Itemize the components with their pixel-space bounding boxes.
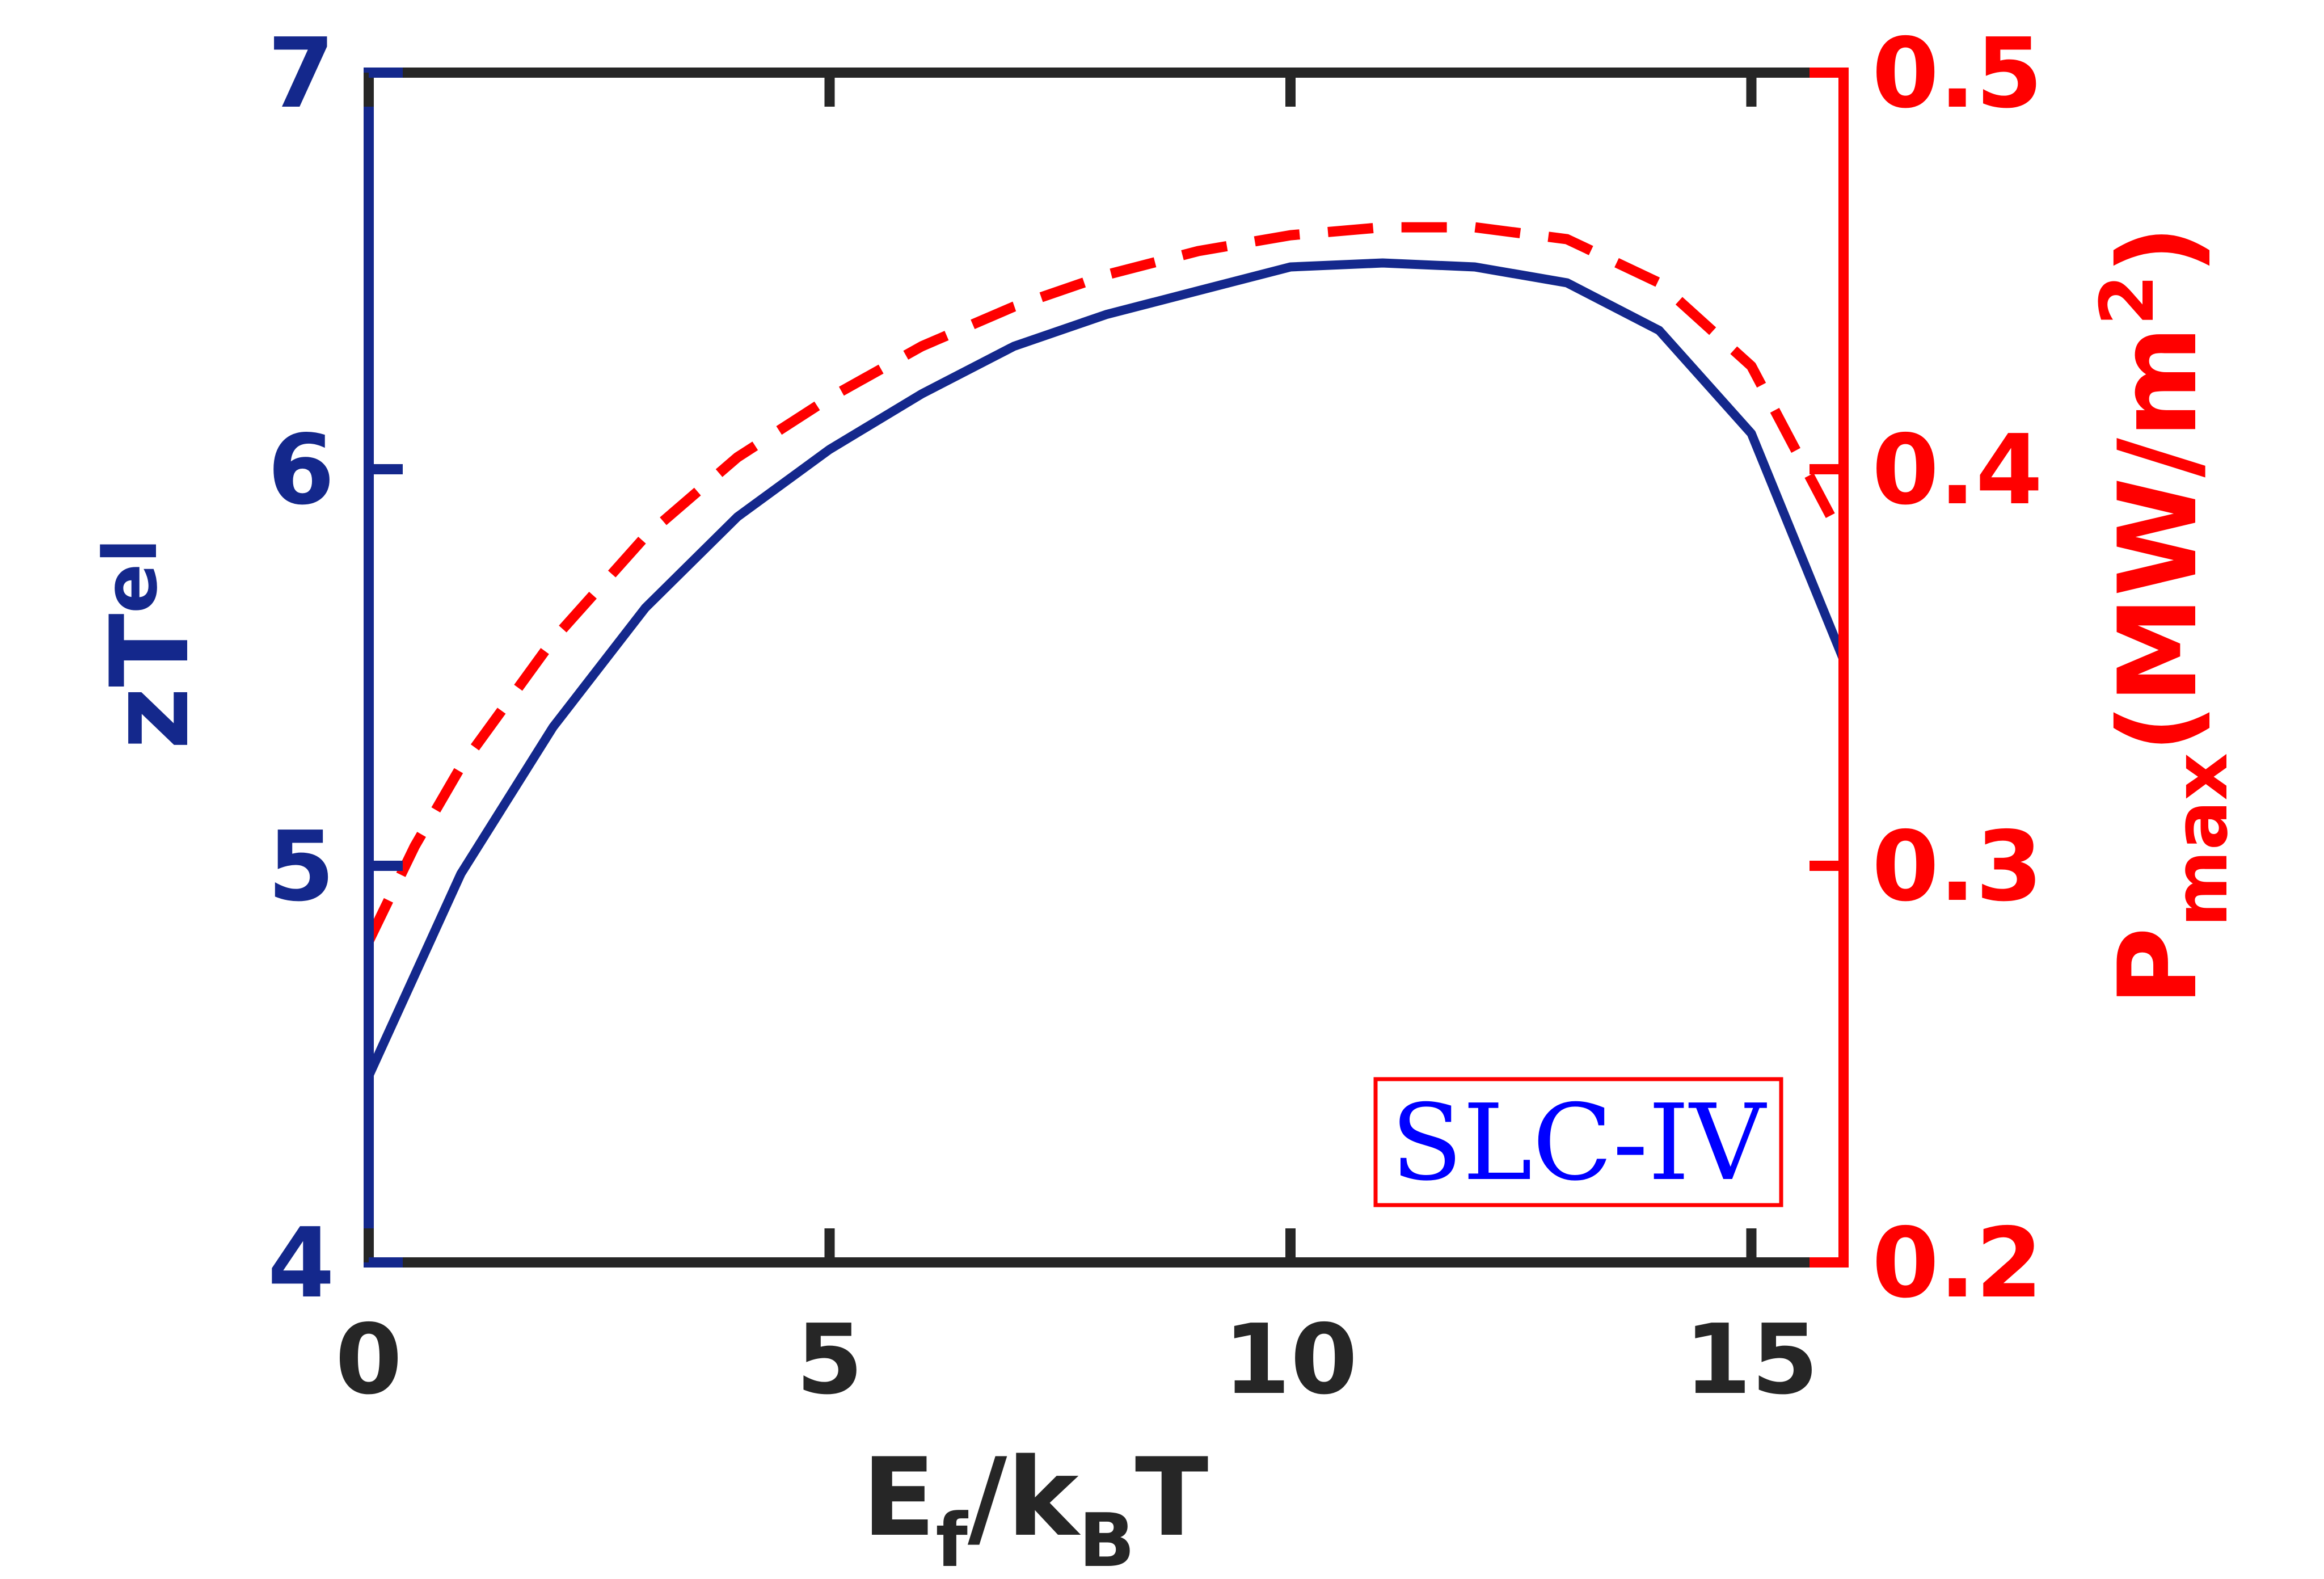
y-right-axis-label: Pmax(MW/m2): [2084, 225, 2244, 1006]
x-tick-label: 5: [796, 1304, 863, 1416]
plot-area: 0 5 10 15 4 5 6 7 0.2 0.3 0.4 0.5: [268, 18, 2043, 1416]
zt-el-series-line: [364, 258, 1848, 1078]
x-tick-label: 15: [1684, 1304, 1819, 1416]
p-max-series-line: [364, 222, 1848, 944]
y-left-tick-label: 6: [268, 414, 335, 527]
x-tick-label: 10: [1224, 1304, 1358, 1416]
annotation-box: SLC-IV: [1373, 1077, 1783, 1207]
y-left-tick-label: 4: [268, 1207, 335, 1320]
x-axis-label: Ef/kBT: [862, 1435, 1209, 1579]
annotation-label: SLC-IV: [1391, 1081, 1768, 1204]
y-right-tick-label: 0.3: [1872, 811, 2043, 923]
y-left-axis-label: zTel: [87, 538, 213, 750]
y-left-tick-label: 7: [268, 18, 335, 130]
y-right-tick-label: 0.5: [1872, 18, 2043, 130]
annotation-border: [1373, 1077, 1783, 1207]
y-right-tick-label: 0.4: [1872, 414, 2043, 527]
x-tick-label: 0: [335, 1304, 402, 1416]
y-right-tick-label: 0.2: [1872, 1207, 2043, 1320]
y-left-tick-label: 5: [268, 811, 335, 923]
